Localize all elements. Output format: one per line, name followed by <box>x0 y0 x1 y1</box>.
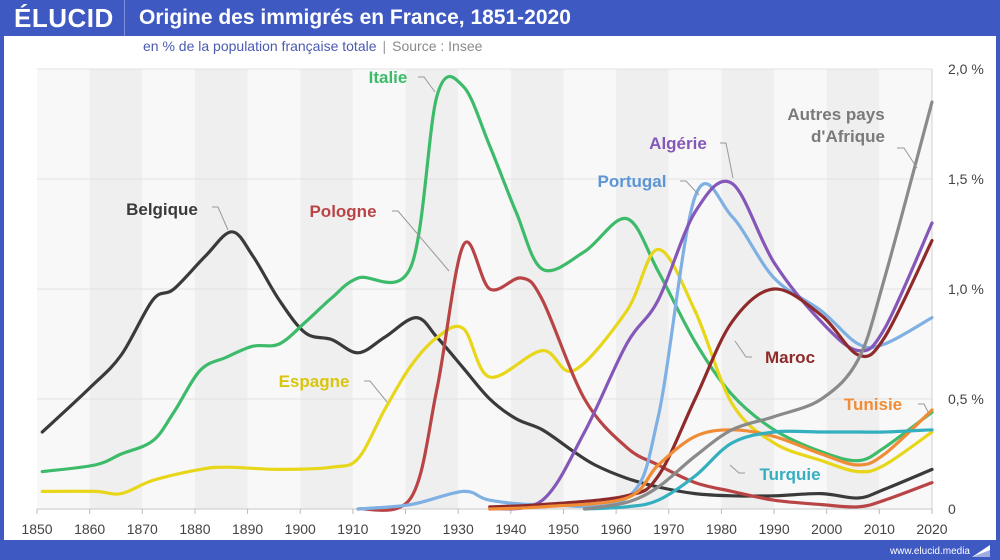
x-tick-label: 1890 <box>232 521 263 537</box>
x-tick-label: 1920 <box>390 521 421 537</box>
label-leader-line <box>392 210 450 272</box>
series-label-line: Espagne <box>279 372 350 391</box>
chart-subtitle: en % de la population française totale | S… <box>143 38 482 54</box>
series-label-pologne: Pologne <box>309 202 376 221</box>
header-bar: ÉLUCID Origine des immigrés en France, 1… <box>0 0 1000 36</box>
brand-corner-icon <box>972 545 990 557</box>
series-label-tunisie: Tunisie <box>844 395 902 414</box>
series-label-line: Belgique <box>126 200 198 219</box>
series-label-line: Maroc <box>765 348 815 367</box>
series-label-line: Autres pays <box>787 105 884 124</box>
x-tick-label: 2010 <box>864 521 895 537</box>
series-line-portugal <box>356 181 934 511</box>
x-tick-label: 1950 <box>548 521 579 537</box>
series-label-italie: Italie <box>369 68 408 87</box>
y-tick-label: 0 <box>948 501 956 517</box>
series-label-portugal: Portugal <box>598 172 667 191</box>
subtitle-separator: | <box>382 38 387 54</box>
series-label-espagne: Espagne <box>279 372 350 391</box>
x-tick-label: 1860 <box>74 521 105 537</box>
y-tick-label: 1,5 % <box>948 171 984 187</box>
label-leader-line <box>729 464 745 474</box>
y-tick-label: 1,0 % <box>948 281 984 297</box>
series-label-line: Turquie <box>759 465 820 484</box>
x-tick-label: 1880 <box>179 521 210 537</box>
series-line-belgique <box>40 230 934 500</box>
series-label-autres-pays-d-afrique: Autres pays d'Afrique <box>787 105 885 146</box>
series-label-maroc: Maroc <box>765 348 815 367</box>
x-tick-label: 1850 <box>21 521 52 537</box>
series-label-line: Tunisie <box>844 395 902 414</box>
series-label-belgique: Belgique <box>126 200 198 219</box>
series-label-algerie: Algérie <box>649 134 707 153</box>
label-leader-line <box>734 340 752 358</box>
label-leader-line <box>364 380 388 403</box>
source-text: Source : Insee <box>392 38 483 54</box>
x-tick-label: 1940 <box>495 521 526 537</box>
x-tick-label: 1970 <box>653 521 684 537</box>
series-label-turquie: Turquie <box>759 465 820 484</box>
series-label-line: Algérie <box>649 134 707 153</box>
header-divider <box>124 0 125 36</box>
y-tick-label: 0,5 % <box>948 391 984 407</box>
x-tick-label: 1960 <box>601 521 632 537</box>
label-leader-line <box>212 206 229 231</box>
series-line-italie <box>40 74 934 474</box>
x-tick-label: 1980 <box>706 521 737 537</box>
series-line-turquie <box>582 428 934 511</box>
label-leader-line <box>680 180 700 196</box>
chart-title: Origine des immigrés en France, 1851-202… <box>139 6 571 29</box>
x-tick-label: 2000 <box>811 521 842 537</box>
subtitle-text: en % de la population française totale <box>143 38 377 54</box>
elucid-logo: ÉLUCID <box>14 2 114 33</box>
label-leader-line <box>720 142 734 179</box>
series-line-espagne <box>40 247 934 496</box>
series-line-autres-pays-d-afrique <box>582 100 934 511</box>
series-label-line: Pologne <box>309 202 376 221</box>
label-leader-line <box>918 403 929 413</box>
series-label-line: d'Afrique <box>811 127 885 146</box>
label-leader-line <box>897 147 918 169</box>
x-tick-label: 1990 <box>758 521 789 537</box>
x-tick-label: 2020 <box>916 521 947 537</box>
footer-url[interactable]: www.elucid.media <box>889 546 970 557</box>
y-tick-label: 2,0 % <box>948 61 984 77</box>
series-label-line: Italie <box>369 68 408 87</box>
label-leader-line <box>418 76 436 93</box>
x-tick-label: 1910 <box>337 521 368 537</box>
series-line-maroc <box>488 239 934 509</box>
x-tick-label: 1930 <box>443 521 474 537</box>
series-label-line: Portugal <box>598 172 667 191</box>
x-tick-label: 1900 <box>285 521 316 537</box>
series-line-pologne <box>356 240 934 512</box>
x-tick-label: 1870 <box>127 521 158 537</box>
